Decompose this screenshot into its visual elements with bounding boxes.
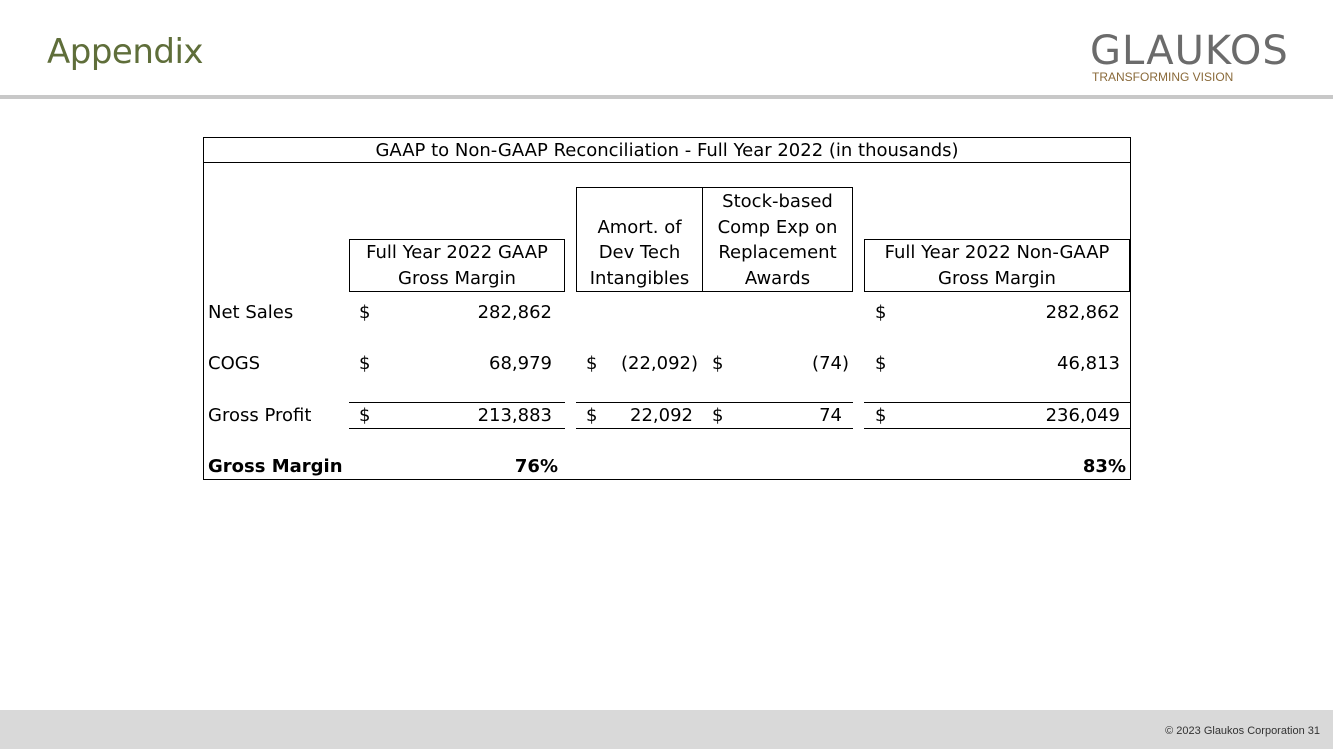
gross-margin-gaap: 76% — [514, 456, 558, 477]
gross-profit-nongaap: 236,049 — [1045, 405, 1120, 426]
footer-bar: © 2023 Glaukos Corporation 31 — [0, 710, 1333, 749]
page-title: Appendix — [47, 32, 204, 72]
gross-margin-nongaap: 83% — [1082, 456, 1126, 477]
currency-symbol: $ — [359, 302, 371, 323]
row-label-cogs: COGS — [208, 353, 261, 374]
net-sales-nongaap: 282,862 — [1045, 302, 1120, 323]
total-rule — [864, 428, 1130, 429]
row-label-gross-margin: Gross Margin — [208, 456, 343, 477]
logo-tagline: TRANSFORMING VISION — [1092, 70, 1234, 84]
reconciliation-table: GAAP to Non-GAAP Reconciliation - Full Y… — [203, 137, 1131, 480]
currency-symbol: $ — [875, 353, 887, 374]
header-nongaap-gross-margin: Full Year 2022 Non-GAAP Gross Margin — [864, 239, 1130, 292]
total-rule — [349, 428, 565, 429]
subtotal-rule — [349, 402, 565, 403]
row-label-gross-profit: Gross Profit — [208, 405, 312, 426]
currency-symbol: $ — [586, 405, 598, 426]
gross-profit-amort: 22,092 — [630, 405, 693, 426]
cogs-gaap: 68,979 — [489, 353, 552, 374]
currency-symbol: $ — [875, 405, 887, 426]
cogs-amort: (22,092) — [620, 353, 698, 374]
company-logo: GLAUKOS TRANSFORMING VISION — [1090, 28, 1305, 86]
table-caption: GAAP to Non-GAAP Reconciliation - Full Y… — [204, 138, 1130, 163]
header-stock-comp: Stock-based Comp Exp on Replacement Awar… — [702, 187, 853, 292]
currency-symbol: $ — [586, 353, 598, 374]
logo-wordmark: GLAUKOS — [1090, 28, 1289, 74]
header-gaap-gross-margin: Full Year 2022 GAAP Gross Margin — [349, 239, 565, 292]
cogs-stock: (74) — [812, 353, 849, 374]
currency-symbol: $ — [359, 405, 371, 426]
currency-symbol: $ — [359, 353, 371, 374]
currency-symbol: $ — [712, 353, 724, 374]
subtotal-rule — [864, 402, 1130, 403]
header-amort-dev-tech: Amort. of Dev Tech Intangibles — [576, 187, 703, 292]
total-rule — [576, 428, 853, 429]
footer-copyright: © 2023 Glaukos Corporation 31 — [1165, 725, 1320, 737]
gross-profit-gaap: 213,883 — [477, 405, 552, 426]
cogs-nongaap: 46,813 — [1057, 353, 1120, 374]
currency-symbol: $ — [712, 405, 724, 426]
subtotal-rule — [576, 402, 853, 403]
row-label-net-sales: Net Sales — [208, 302, 294, 323]
gross-profit-stock: 74 — [819, 405, 842, 426]
header-divider — [0, 95, 1333, 99]
net-sales-gaap: 282,862 — [477, 302, 552, 323]
currency-symbol: $ — [875, 302, 887, 323]
